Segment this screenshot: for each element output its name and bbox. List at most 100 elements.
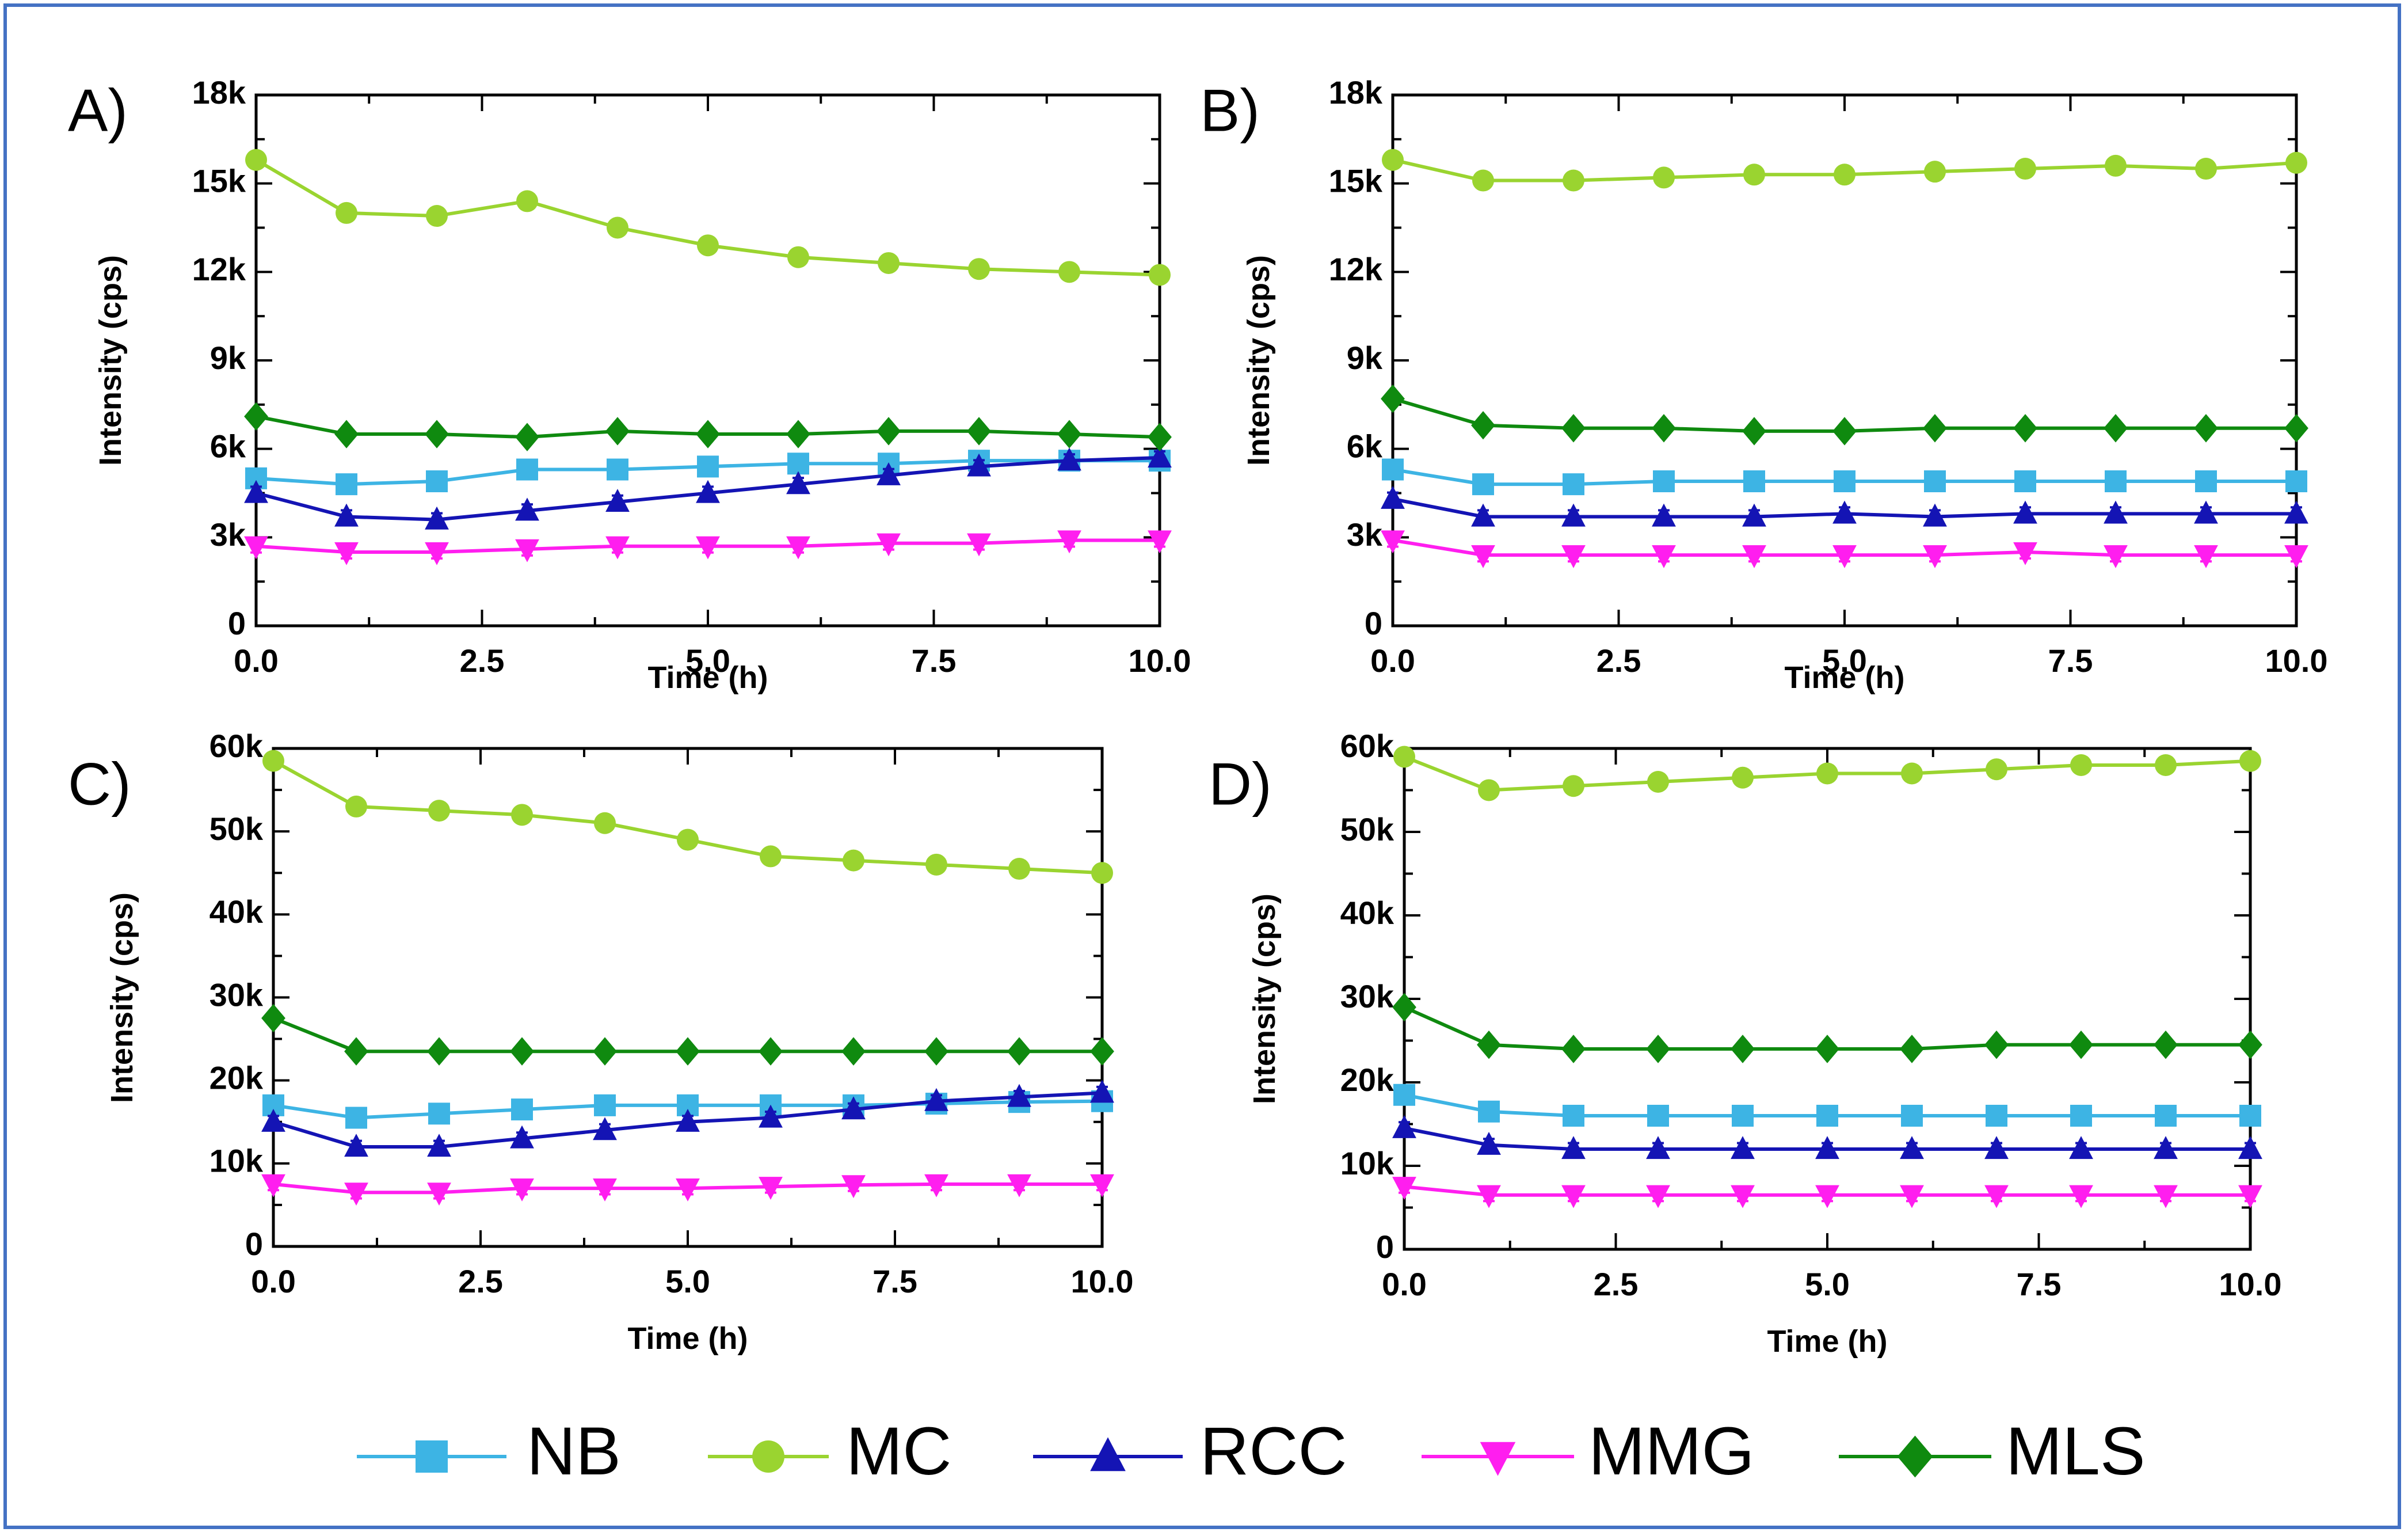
data-point: [2069, 1136, 2093, 1159]
legend-item-nb: NB: [357, 1413, 621, 1489]
data-point: [261, 1003, 285, 1033]
data-point: [1743, 164, 1765, 186]
data-point: [344, 1134, 368, 1157]
data-point: [2070, 754, 2092, 776]
data-point: [244, 480, 268, 503]
data-point: [1652, 503, 1676, 527]
legend: NB MC RCC MMG MLS: [357, 1413, 2146, 1489]
data-point: [425, 542, 449, 565]
data-point: [2014, 158, 2036, 180]
x-axis-title: Time (h): [627, 1321, 748, 1356]
data-point: [1901, 762, 1923, 785]
data-point: [877, 462, 901, 485]
data-point: [515, 539, 539, 562]
data-point: [1477, 1131, 1501, 1155]
data-point: [261, 1108, 285, 1132]
data-point: [924, 1088, 948, 1111]
x-tick-label: 0.0: [251, 1263, 296, 1299]
data-point: [2195, 158, 2217, 180]
x-axis-title: Time (h): [1784, 660, 1904, 695]
x-tick-label: 2.5: [1594, 1266, 1639, 1302]
y-tick-label: 3k: [1347, 516, 1383, 553]
data-point: [1057, 530, 1081, 554]
data-point: [2013, 542, 2037, 565]
data-point: [843, 849, 864, 872]
data-point: [594, 812, 616, 834]
data-point: [1742, 503, 1766, 527]
data-point: [696, 420, 720, 448]
x-tick-label: 10.0: [2219, 1266, 2282, 1302]
data-point: [1561, 1136, 1586, 1159]
series-mmg: [244, 530, 1172, 565]
data-point: [1900, 1185, 1924, 1208]
data-point: [2154, 1185, 2178, 1208]
data-point: [1832, 417, 1857, 446]
data-point: [1561, 414, 1586, 443]
data-point: [2285, 151, 2307, 174]
x-tick-label: 10.0: [1071, 1263, 1134, 1299]
y-tick-label: 0: [245, 1226, 263, 1262]
data-point: [1563, 169, 1584, 192]
data-point: [1984, 1136, 2009, 1159]
data-point: [1393, 1083, 1415, 1106]
data-point: [759, 1104, 783, 1128]
data-point: [515, 497, 539, 521]
data-point: [841, 1096, 866, 1120]
plot-area-border: [272, 747, 1104, 1248]
data-point: [1731, 1185, 1755, 1208]
data-point: [877, 533, 901, 557]
data-point: [2105, 154, 2127, 177]
data-point: [1815, 1185, 1839, 1208]
series-rcc: [1392, 1115, 2262, 1159]
data-point: [1561, 1035, 1586, 1063]
data-point: [345, 1107, 367, 1129]
data-point: [1148, 530, 1172, 554]
series-mmg: [1392, 1177, 2262, 1208]
x-tick-label: 5.0: [1822, 642, 1867, 679]
data-point: [244, 536, 268, 560]
x-tick-label: 7.5: [2017, 1266, 2062, 1302]
series-line-mc: [255, 158, 1160, 277]
data-point: [1007, 1037, 1031, 1066]
data-point: [594, 1094, 616, 1116]
panel-label: B): [1200, 77, 1260, 144]
data-point: [1471, 503, 1495, 527]
data-point: [1832, 500, 1857, 524]
data-point: [2155, 754, 2177, 776]
data-point: [510, 1178, 534, 1202]
data-point: [605, 417, 630, 446]
data-point: [428, 1102, 450, 1125]
data-point: [697, 234, 719, 257]
data-point: [759, 1037, 783, 1066]
data-point: [510, 1125, 534, 1149]
data-point: [878, 252, 900, 274]
data-point: [1901, 1105, 1923, 1127]
series-mc: [262, 750, 1113, 884]
series-mls: [1392, 993, 2262, 1063]
series-nb: [1393, 1083, 2261, 1127]
data-point: [1382, 149, 1404, 171]
y-tick-label: 50k: [1340, 811, 1394, 847]
data-point: [1986, 758, 2007, 781]
data-point: [1923, 503, 1947, 527]
data-point: [344, 1037, 368, 1066]
data-point: [760, 845, 782, 868]
data-point: [334, 542, 359, 565]
data-point: [1900, 1136, 1924, 1159]
data-point: [2104, 545, 2128, 568]
panel-d: D) 0 10k 20k 30k 40k 50k 60k 0.0 2.5 5.0 7.5 10.0 Tim…: [1209, 728, 2282, 1359]
data-point: [2238, 1185, 2262, 1208]
data-point: [677, 828, 699, 851]
data-point: [1149, 264, 1171, 286]
data-point: [1815, 1136, 1839, 1159]
data-point: [2154, 1031, 2178, 1059]
data-point: [2239, 1105, 2261, 1127]
x-tick-label: 10.0: [1129, 642, 1191, 679]
data-point: [2285, 470, 2307, 493]
data-point: [1561, 1185, 1586, 1208]
data-point: [696, 536, 720, 560]
legend-marker: [416, 1440, 448, 1473]
data-point: [1007, 1083, 1031, 1107]
data-point: [1478, 779, 1500, 801]
data-point: [1057, 420, 1081, 448]
